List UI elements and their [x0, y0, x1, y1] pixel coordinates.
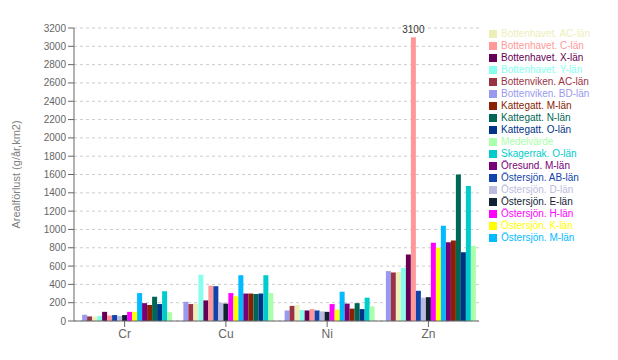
svg-text:2000: 2000: [44, 132, 67, 143]
html-text:Skagerrak. O-län: Skagerrak. O-län: [501, 148, 577, 159]
svg-text:2200: 2200: [44, 114, 67, 125]
svg-text:600: 600: [49, 261, 66, 272]
html-text:Öresund. M-län: Öresund. M-län: [501, 160, 570, 171]
svg-text:800: 800: [49, 242, 66, 253]
svg-text:3100: 3100: [402, 24, 425, 35]
svg-text:1800: 1800: [44, 151, 67, 162]
svg-text:2400: 2400: [44, 96, 67, 107]
html-text:Kattegatt. M-län: Kattegatt. M-län: [501, 100, 572, 111]
html-text:Bottenhavet. C-län: Bottenhavet. C-län: [501, 40, 584, 51]
html-text:Bottenhavet. Y-län: Bottenhavet. Y-län: [501, 64, 583, 75]
html-text:Bottenviken. BD-län: Bottenviken. BD-län: [501, 88, 590, 99]
html-text:Bottenhavet. AC-län: Bottenhavet. AC-län: [501, 28, 590, 39]
svg-text:1000: 1000: [44, 224, 67, 235]
svg-text:Zn: Zn: [421, 327, 435, 341]
svg-text:Arealförlust (g/år,km2): Arealförlust (g/år,km2): [10, 120, 22, 228]
svg-text:0: 0: [60, 316, 66, 327]
html-text:Östersjön. AB-län: Östersjön. AB-län: [501, 172, 579, 183]
svg-text:2800: 2800: [44, 59, 67, 70]
svg-text:3000: 3000: [44, 41, 67, 52]
svg-text:1400: 1400: [44, 187, 67, 198]
svg-text:200: 200: [49, 297, 66, 308]
html-text:Kattegatt. O-län: Kattegatt. O-län: [501, 124, 572, 135]
html-text:Östersjön. D-län: Östersjön. D-län: [501, 184, 574, 195]
html-text:Bottenviken. AC-län: Bottenviken. AC-län: [501, 76, 589, 87]
svg-text:Ni: Ni: [321, 327, 332, 341]
html-text:Östersjön. K-län: Östersjön. K-län: [501, 220, 573, 231]
html-text:Medelvärde: Medelvärde: [501, 136, 554, 147]
html-text:Östersjön. H-län: Östersjön. H-län: [501, 208, 574, 219]
svg-text:1600: 1600: [44, 169, 67, 180]
svg-text:Cr: Cr: [118, 327, 131, 341]
svg-text:2600: 2600: [44, 77, 67, 88]
svg-text:3200: 3200: [44, 23, 67, 34]
html-text:Bottenhavet. X-län: Bottenhavet. X-län: [501, 52, 584, 63]
svg-text:1200: 1200: [44, 206, 67, 217]
html-text:Kattegatt. N-län: Kattegatt. N-län: [501, 112, 571, 123]
svg-text:Cu: Cu: [218, 327, 233, 341]
html-text:Östersjön. M-län: Östersjön. M-län: [501, 232, 575, 243]
svg-text:400: 400: [49, 279, 66, 290]
html-text:Östersjön. E-län: Östersjön. E-län: [501, 196, 573, 207]
